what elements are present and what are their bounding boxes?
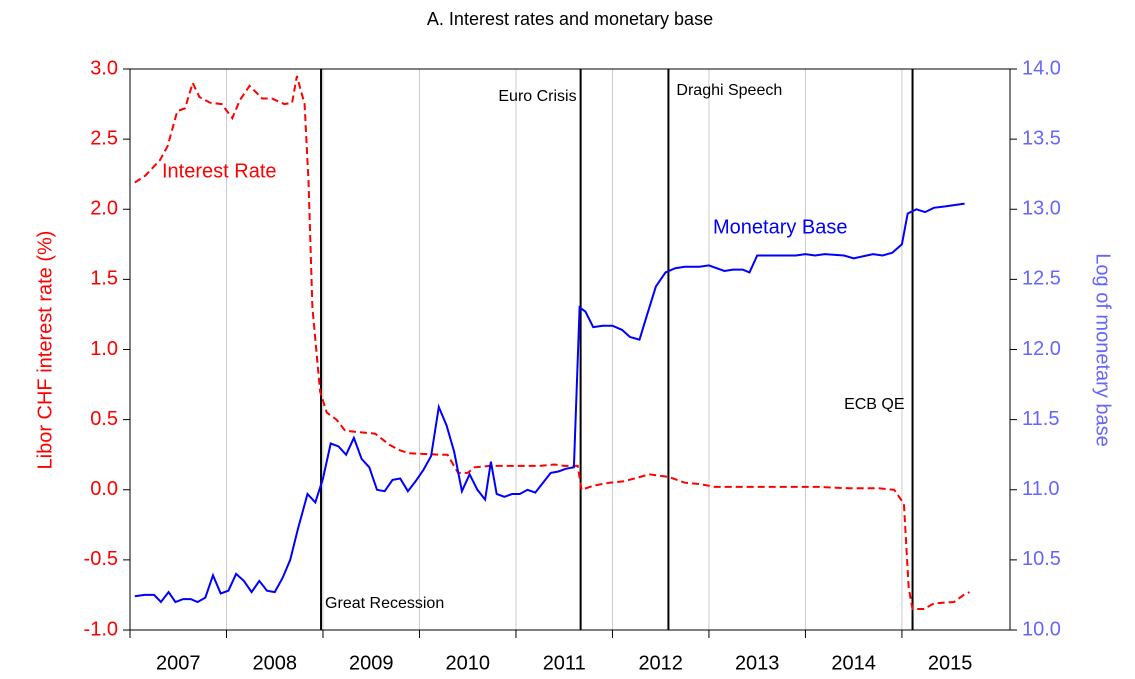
event-label: Euro Crisis [498, 88, 576, 105]
y-tick-label: 1.5 [90, 268, 118, 290]
y-axis-label: Libor CHF interest rate (%) [34, 231, 56, 470]
x-tick-label: 2008 [252, 652, 297, 674]
y-tick-label: 0.0 [90, 478, 118, 500]
x-tick-label: 2014 [831, 652, 876, 674]
y2-tick-label: 11.0 [1022, 478, 1059, 500]
series-line [134, 202, 965, 604]
chart-title: A. Interest rates and monetary base [427, 9, 713, 29]
y2-tick-label: 12.5 [1022, 268, 1061, 290]
event-label: Draghi Speech [676, 82, 782, 99]
x-tick-label: 2010 [445, 652, 490, 674]
series-line [134, 75, 970, 610]
x-tick-label: 2007 [156, 652, 201, 674]
y-tick-label: 1.0 [90, 338, 118, 360]
y2-axis-label: Log of monetary base [1092, 253, 1114, 446]
series-label: Interest Rate [162, 160, 277, 182]
event-label: ECB QE [844, 396, 904, 413]
y-tick-label: 2.5 [90, 127, 118, 149]
y-tick-label: -0.5 [84, 548, 118, 570]
y-tick-label: 0.5 [90, 408, 118, 430]
y-tick-label: 2.0 [90, 198, 118, 220]
y2-tick-label: 14.0 [1022, 57, 1061, 79]
x-tick-label: 2015 [928, 652, 973, 674]
x-tick-label: 2011 [543, 652, 586, 674]
y2-tick-label: 12.0 [1022, 338, 1061, 360]
x-tick-label: 2009 [349, 652, 394, 674]
y-tick-label: 3.0 [90, 57, 118, 79]
event-label: Great Recession [325, 595, 444, 612]
y2-tick-label: 13.5 [1022, 127, 1061, 149]
y2-tick-label: 10.0 [1022, 618, 1061, 640]
x-tick-label: 2013 [735, 652, 780, 674]
y2-tick-label: 11.5 [1022, 408, 1059, 430]
y2-tick-label: 10.5 [1022, 548, 1061, 570]
series-label: Monetary Base [713, 216, 848, 238]
x-tick-label: 2012 [638, 652, 683, 674]
y2-tick-label: 13.0 [1022, 198, 1061, 220]
plot-frame [129, 68, 1011, 631]
y-tick-label: -1.0 [84, 618, 118, 640]
